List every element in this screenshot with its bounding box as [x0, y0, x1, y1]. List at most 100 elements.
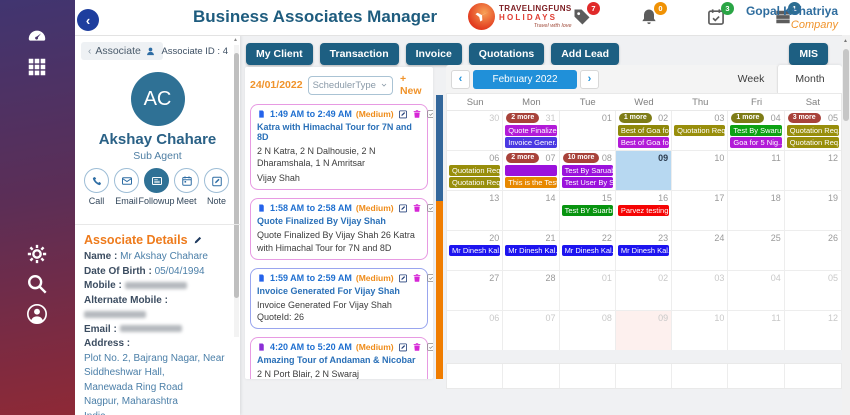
- calendar-day[interactable]: 01: [559, 111, 616, 151]
- panel-scrollbar[interactable]: ▲: [233, 37, 239, 337]
- more-pill[interactable]: 3 more: [787, 112, 821, 124]
- delete-icon[interactable]: [412, 342, 422, 352]
- month-view-button[interactable]: Month: [777, 65, 842, 93]
- toolbar-button-quotations[interactable]: Quotations: [468, 43, 545, 65]
- calendar-day[interactable]: 10: [672, 311, 729, 351]
- offers-icon[interactable]: 7: [572, 2, 600, 27]
- calendar-event[interactable]: Mr Dinesh Kal...: [505, 245, 557, 256]
- calendar-day[interactable]: 11: [728, 151, 785, 191]
- toolbar-button-add-lead[interactable]: Add Lead: [551, 43, 620, 65]
- calendar-event[interactable]: Test BY Suarbh: [561, 205, 613, 216]
- calendar-event[interactable]: Parvez testing: [617, 205, 670, 216]
- user-info[interactable]: Gopal Kshatriya Company: [746, 4, 838, 33]
- calendar-day[interactable]: 03: [672, 271, 729, 311]
- scheduler-card[interactable]: 4:20 AM to 5:20 AM (Medium) Amazing Tour o…: [250, 336, 433, 379]
- calendar-day[interactable]: 16 Parvez testing: [615, 191, 673, 231]
- toolbar-button-invoice[interactable]: Invoice: [405, 43, 462, 65]
- scheduler-card[interactable]: 1:58 AM to 2:58 AM (Medium) Quote Finalize…: [250, 198, 433, 260]
- toolbar-button-my-client[interactable]: My Client: [246, 43, 313, 65]
- action-meet[interactable]: Meet: [172, 168, 201, 206]
- calendar-day[interactable]: 1 more 04 Test By Swarup Goa for 5 Nig...: [728, 111, 785, 151]
- action-followup[interactable]: Followup: [138, 168, 175, 206]
- delete-icon[interactable]: [412, 273, 422, 283]
- calendar-day[interactable]: 09: [615, 311, 673, 351]
- more-pill[interactable]: 1 more: [618, 112, 652, 124]
- calendar-event[interactable]: Test By Saruabh: [561, 165, 613, 176]
- calendar-day[interactable]: 2 more 07 This is the Test!: [503, 151, 560, 191]
- calendar-event[interactable]: Mr Dinesh Kal...: [617, 245, 670, 256]
- calendar-day[interactable]: 28: [503, 271, 560, 311]
- calendar-day[interactable]: 21 Mr Dinesh Kal...: [503, 231, 560, 271]
- calendar-day[interactable]: 06 Quotation Req...Quotation Req...: [447, 151, 504, 191]
- select-checkbox[interactable]: [426, 203, 433, 213]
- calendar-day[interactable]: 10: [672, 151, 729, 191]
- calendar-day[interactable]: 06: [447, 311, 504, 351]
- calendar-day[interactable]: 24: [672, 231, 729, 271]
- calendar-day[interactable]: 01: [559, 271, 616, 311]
- support-icon[interactable]: [26, 303, 48, 325]
- calendar-day[interactable]: 26: [784, 231, 841, 271]
- collapse-sidebar-button[interactable]: ‹: [77, 9, 99, 31]
- edit-details-icon[interactable]: [193, 235, 203, 245]
- calendar-day[interactable]: 04: [728, 271, 785, 311]
- calendar-day[interactable]: 22 Mr Dinesh Kal...: [559, 231, 616, 271]
- calendar-day[interactable]: 17: [672, 191, 729, 231]
- calendar-day[interactable]: 2 more 31 Quote Finalize...Invoice Gener..…: [503, 111, 560, 151]
- calendar-day[interactable]: 27: [447, 271, 504, 311]
- action-email[interactable]: Email: [112, 168, 141, 206]
- calendar-day[interactable]: 08: [559, 311, 616, 351]
- calendar-day[interactable]: 11: [728, 311, 785, 351]
- card-title[interactable]: Katra with Himachal Tour for 7N and 8D: [257, 122, 412, 142]
- week-view-button[interactable]: Week: [737, 73, 765, 85]
- settings-icon[interactable]: [26, 243, 48, 265]
- toolbar-button-transaction[interactable]: Transaction: [319, 43, 399, 65]
- calendar-event[interactable]: Best of Goa fo...: [617, 125, 670, 136]
- next-month-button[interactable]: ›: [580, 69, 599, 89]
- alerts-icon[interactable]: 0: [639, 2, 667, 27]
- calendar-day[interactable]: 05: [784, 271, 841, 311]
- calendar-day[interactable]: 12: [784, 151, 841, 191]
- search-icon[interactable]: [26, 273, 48, 295]
- mis-button[interactable]: MIS: [789, 43, 828, 65]
- more-pill[interactable]: 2 more: [506, 112, 540, 124]
- prev-month-button[interactable]: ‹: [451, 69, 470, 89]
- month-label-button[interactable]: February 2022: [473, 69, 577, 89]
- calendar-event[interactable]: Quotation Req...: [674, 125, 726, 136]
- calendar-day[interactable]: 25: [728, 231, 785, 271]
- edit-icon[interactable]: [398, 203, 408, 213]
- calendar-event[interactable]: Quotation Req...: [449, 177, 501, 188]
- apps-icon[interactable]: [26, 56, 48, 78]
- tasks-icon[interactable]: 3: [706, 2, 734, 27]
- more-pill[interactable]: 2 more: [506, 152, 540, 164]
- calendar-event[interactable]: Quotation Req...: [786, 137, 839, 148]
- select-checkbox[interactable]: [426, 273, 433, 283]
- page-scrollbar[interactable]: ▲: [842, 35, 850, 415]
- edit-icon[interactable]: [398, 342, 408, 352]
- new-scheduler-button[interactable]: + New: [399, 73, 422, 97]
- select-checkbox[interactable]: [426, 109, 433, 119]
- more-pill[interactable]: 10 more: [562, 152, 600, 164]
- scheduler-type-select[interactable]: SchedulerType: [307, 75, 393, 95]
- card-title[interactable]: Amazing Tour of Andaman & Nicobar: [257, 354, 416, 365]
- calendar-event[interactable]: Mr Dinesh Kal...: [561, 245, 613, 256]
- calendar-event[interactable]: Mr Dinesh Kal...: [449, 245, 501, 256]
- calendar-event[interactable]: Best of Goa fo...: [617, 137, 670, 148]
- calendar-day[interactable]: 09: [615, 151, 673, 191]
- breadcrumb-associate[interactable]: ‹ Associate: [81, 42, 163, 60]
- select-checkbox[interactable]: [426, 342, 433, 352]
- calendar-event[interactable]: Goa for 5 Nig...: [730, 137, 782, 148]
- calendar-day[interactable]: 12: [784, 311, 841, 351]
- action-call[interactable]: Call: [82, 168, 111, 206]
- calendar-event[interactable]: This is the Test!: [505, 177, 557, 188]
- calendar-day[interactable]: 02: [615, 271, 673, 311]
- calendar-day[interactable]: 30: [447, 111, 504, 151]
- calendar-day[interactable]: 14: [503, 191, 560, 231]
- calendar-day[interactable]: 18: [728, 191, 785, 231]
- action-note[interactable]: Note: [202, 168, 231, 206]
- calendar-day[interactable]: 20 Mr Dinesh Kal...: [447, 231, 504, 271]
- scheduler-card[interactable]: 1:59 AM to 2:59 AM (Medium) Invoice Genera…: [250, 267, 433, 329]
- calendar-day[interactable]: 19: [784, 191, 841, 231]
- calendar-event[interactable]: Quotation Req...: [449, 165, 501, 176]
- scheduler-scrollbar[interactable]: [436, 95, 443, 379]
- more-pill[interactable]: 1 more: [731, 112, 765, 124]
